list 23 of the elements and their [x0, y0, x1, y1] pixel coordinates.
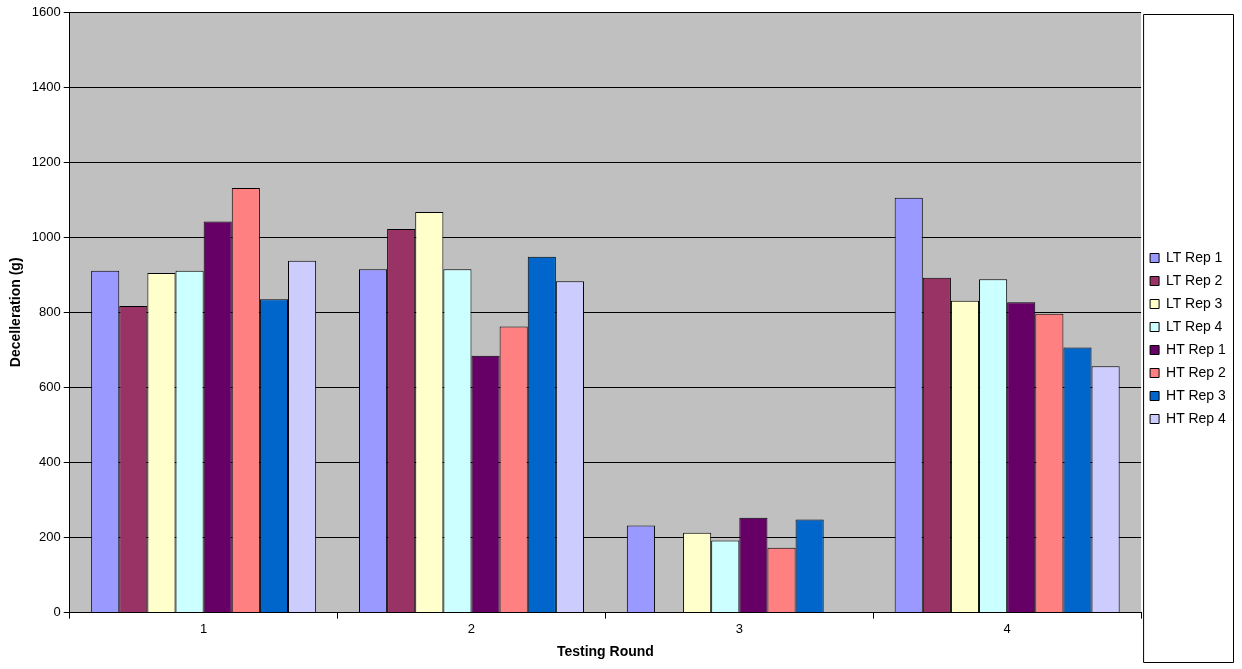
y-tick-label: 400 [39, 454, 61, 470]
legend-label: HT Rep 2 [1166, 363, 1226, 380]
y-tick-label: 0 [53, 604, 61, 620]
legend-label: LT Rep 2 [1166, 271, 1223, 288]
y-axis-title: Decelleration (g) [7, 257, 24, 368]
y-tick-label: 1400 [31, 78, 61, 94]
legend-label: HT Rep 4 [1166, 409, 1226, 426]
legend-label: HT Rep 3 [1166, 386, 1226, 403]
y-tick-label: 1600 [31, 3, 61, 19]
y-tick-label: 600 [39, 378, 61, 394]
x-tick-label: 3 [735, 620, 743, 636]
y-tick-label: 800 [39, 303, 61, 319]
x-tick-label: 4 [1003, 620, 1011, 636]
y-tick-label: 1000 [31, 228, 61, 244]
legend-label: LT Rep 4 [1166, 317, 1223, 334]
legend-label: LT Rep 3 [1166, 294, 1223, 311]
x-tick-label: 1 [200, 620, 208, 636]
legend-label: LT Rep 1 [1166, 248, 1223, 265]
x-axis-title: Testing Round [556, 643, 654, 660]
y-tick-label: 1200 [31, 153, 61, 169]
legend-label: HT Rep 1 [1166, 340, 1226, 357]
x-tick-label: 2 [467, 620, 476, 636]
y-tick-label: 200 [39, 529, 61, 545]
